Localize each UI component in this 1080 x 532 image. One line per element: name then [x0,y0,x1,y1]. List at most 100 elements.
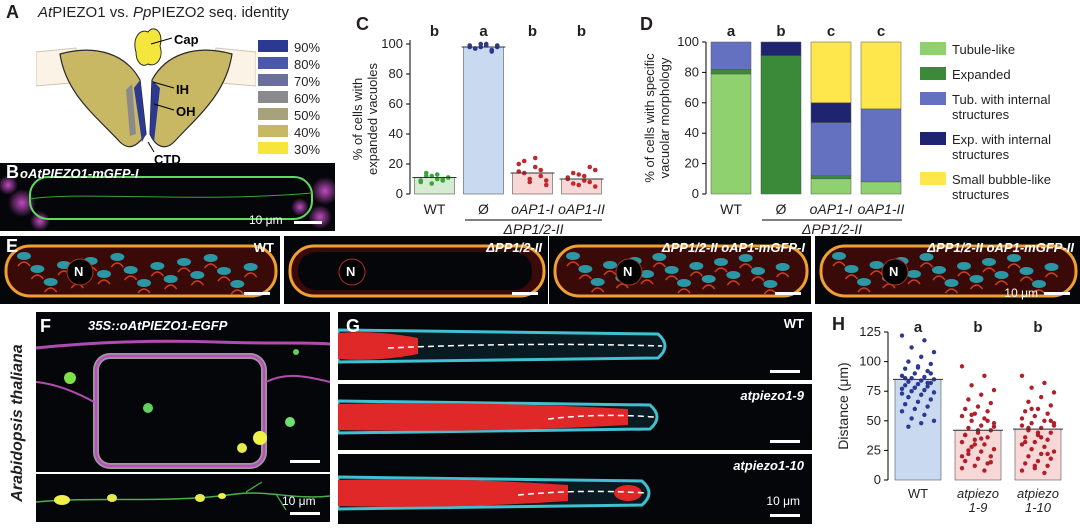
h-point [959,439,965,445]
h-point [969,444,974,450]
d-bar-segment [860,181,902,195]
h-point [991,424,997,429]
h-point [909,345,914,350]
c-bar [463,46,504,195]
panel-g-letter: G [346,316,361,336]
identity-legend-item: 40% [258,125,320,140]
species-label-container: Arabidopsis thaliana [6,318,30,528]
h-point [925,368,930,374]
h-point [959,454,965,459]
h-point [1045,437,1050,442]
legend-label: Tub. with internal structures [952,92,1051,122]
h-point [1032,439,1037,445]
c-ylabel-line1: % of cells with [350,78,365,160]
h-xtick-label: 1-10 [1025,500,1052,515]
h-point [915,399,921,405]
h-point [969,383,974,388]
h-point [899,386,905,392]
h-point [903,383,908,388]
panel-a-title: AtPIEZO1 vs. PpPIEZO2 seq. identity [38,4,289,21]
h-point [1019,373,1025,379]
panel-g-image-label: atpiezo1-9 [740,388,804,403]
h-point [899,373,905,379]
panel-g-scalebar [770,440,800,443]
h-point [909,389,914,394]
h-ytick-label: 125 [859,324,881,339]
h-point [1048,456,1053,461]
panel-g-images: WT atpiezo1-9 atpiezo1-10 10 μm [338,312,812,524]
morphology-legend-item: Exp. with internal structures [920,132,1051,162]
h-point [1051,420,1057,426]
h-point [899,391,905,396]
c-point [587,179,593,185]
c-point [532,164,538,170]
c-point [576,172,582,177]
panel-g-image: WT [338,312,812,380]
c-sig-letter: b [577,23,586,40]
h-point [922,338,927,343]
c-point [592,184,598,189]
c-group-label: ΔPP1/2-II [503,221,564,234]
legend-label: 50% [294,108,321,123]
h-point [919,392,924,397]
h-point [1029,406,1034,412]
legend-swatch [258,91,288,103]
h-point [928,371,933,376]
d-ytick-label: 20 [685,156,699,171]
c-point [570,181,576,186]
h-point [963,432,968,438]
h-ylabel-text: Distance (μm) [835,362,851,449]
h-sig-letter: b [1033,319,1042,336]
d-bar-segment [810,175,852,180]
panel-f-letter: F [40,316,51,336]
legend-label: Expanded [952,67,1011,82]
h-point [991,447,997,452]
legend-swatch [920,132,946,145]
c-point [592,167,598,173]
hypocotyl-image [36,481,330,511]
d-sig-letter: b [776,23,785,40]
panel-e-images: N WT N ΔPP1/2-II N ΔPP1/2-II oAP1-mGFP-I N ΔPP1… [0,236,1080,304]
c-ytick-label: 40 [389,126,403,141]
c-ytick-label: 100 [381,36,403,51]
legend-swatch [920,42,946,55]
panel-f-label: 35S::oAtPIEZO1-EGFP [88,318,228,333]
panel-f-scalebar-bottom [290,512,320,515]
d-group-label: ΔPP1/2-II [801,221,862,234]
d-bar-segment [710,73,752,195]
h-point [966,425,971,431]
panel-c-chart: % of cells with expanded vacuoles 0 20 40 60 8… [350,23,605,234]
h-point [972,463,977,468]
panel-e-image: N WT [0,236,280,304]
c-point [418,179,424,185]
legend-label: 30% [294,142,321,157]
legend-label: 40% [294,125,321,140]
root-hair-image [338,328,667,364]
h-point [903,366,908,371]
d-ytick-label: 0 [692,186,699,201]
d-xtick-label: oAP1-II [858,201,905,217]
panel-e-image-label: WT [253,240,274,255]
h-point [1019,416,1025,421]
d-bar-segment [710,41,752,70]
moss-cell-image [553,244,809,298]
h-point [988,460,993,465]
legend-swatch [258,108,288,120]
panel-d-letter: D [640,14,653,34]
h-point [1051,449,1057,454]
h-point [991,420,997,426]
h-point [899,333,905,338]
c-ylabel: % of cells with expanded vacuoles [350,62,380,175]
moss-cell-image [819,244,1078,298]
identity-legend-item: 30% [258,142,320,157]
panel-e-image-label: ΔPP1/2-II [486,240,542,255]
legend-label: Exp. with internal structures [952,132,1051,162]
h-point [982,373,987,379]
h-ylabel: Distance (μm) [835,362,851,449]
panel-b-scalebar [294,221,322,224]
h-point [922,412,927,418]
h-point [988,454,993,459]
c-point [489,49,495,54]
c-xtick-label: Ø [478,201,489,217]
d-sig-letter: c [827,23,835,40]
